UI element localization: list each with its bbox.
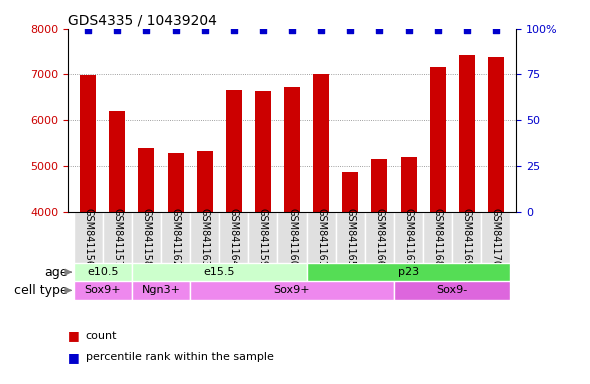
Text: Sox9+: Sox9+	[84, 285, 121, 295]
Text: GSM841166: GSM841166	[375, 208, 385, 267]
Text: Sox9-: Sox9-	[437, 285, 468, 295]
Text: Sox9+: Sox9+	[274, 285, 310, 295]
Text: GSM841163: GSM841163	[199, 208, 209, 267]
Text: GSM841169: GSM841169	[462, 208, 472, 267]
FancyBboxPatch shape	[74, 212, 103, 263]
Text: percentile rank within the sample: percentile rank within the sample	[86, 352, 273, 362]
Point	[84, 26, 93, 33]
Point	[200, 26, 209, 33]
Bar	[80, 75, 96, 384]
Text: GSM841168: GSM841168	[432, 208, 442, 267]
Text: GSM841160: GSM841160	[287, 208, 297, 267]
Text: e15.5: e15.5	[204, 267, 235, 277]
FancyBboxPatch shape	[74, 281, 132, 300]
Text: cell type: cell type	[14, 284, 67, 297]
Text: ■: ■	[68, 329, 80, 343]
Bar	[488, 57, 504, 384]
FancyBboxPatch shape	[161, 212, 190, 263]
FancyBboxPatch shape	[190, 281, 394, 300]
FancyBboxPatch shape	[74, 263, 132, 281]
FancyBboxPatch shape	[132, 212, 161, 263]
FancyBboxPatch shape	[219, 212, 248, 263]
Bar	[168, 152, 183, 384]
Text: GSM841162: GSM841162	[171, 208, 181, 267]
FancyBboxPatch shape	[103, 212, 132, 263]
Text: count: count	[86, 331, 117, 341]
Point	[404, 26, 413, 33]
Bar	[109, 111, 125, 384]
Point	[491, 26, 500, 33]
FancyBboxPatch shape	[452, 212, 481, 263]
Point	[229, 26, 238, 33]
Text: GSM841164: GSM841164	[229, 208, 239, 267]
FancyBboxPatch shape	[394, 212, 423, 263]
Text: GSM841170: GSM841170	[491, 208, 501, 267]
Text: GSM841167: GSM841167	[404, 208, 414, 267]
Text: GSM841157: GSM841157	[112, 208, 122, 267]
Point	[316, 26, 326, 33]
FancyBboxPatch shape	[307, 212, 336, 263]
FancyBboxPatch shape	[394, 281, 510, 300]
Point	[462, 26, 471, 33]
Bar	[459, 55, 475, 384]
Text: GSM841165: GSM841165	[345, 208, 355, 267]
Bar	[342, 172, 358, 384]
Bar	[313, 74, 329, 384]
FancyBboxPatch shape	[248, 212, 277, 263]
Text: e10.5: e10.5	[87, 267, 119, 277]
Bar	[196, 151, 213, 384]
FancyBboxPatch shape	[365, 212, 394, 263]
Text: age: age	[44, 266, 67, 279]
Text: GSM841156: GSM841156	[83, 208, 93, 267]
Point	[287, 26, 297, 33]
Text: Ngn3+: Ngn3+	[142, 285, 181, 295]
FancyBboxPatch shape	[481, 212, 510, 263]
FancyBboxPatch shape	[132, 263, 307, 281]
Text: p23: p23	[398, 267, 419, 277]
Text: ■: ■	[68, 351, 80, 364]
Bar	[430, 67, 445, 384]
Text: GSM841161: GSM841161	[316, 208, 326, 267]
FancyBboxPatch shape	[307, 263, 510, 281]
Bar	[401, 157, 417, 384]
FancyBboxPatch shape	[132, 281, 190, 300]
Point	[346, 26, 355, 33]
Bar	[255, 91, 271, 384]
FancyBboxPatch shape	[277, 212, 307, 263]
Point	[113, 26, 122, 33]
Text: GDS4335 / 10439204: GDS4335 / 10439204	[68, 14, 217, 28]
FancyBboxPatch shape	[423, 212, 452, 263]
Bar	[284, 87, 300, 384]
FancyBboxPatch shape	[336, 212, 365, 263]
Point	[142, 26, 151, 33]
Bar	[139, 148, 155, 384]
Text: GSM841158: GSM841158	[142, 208, 152, 267]
Bar	[371, 159, 388, 384]
Point	[433, 26, 442, 33]
Bar	[226, 90, 242, 384]
Point	[375, 26, 384, 33]
Point	[171, 26, 181, 33]
Point	[258, 26, 268, 33]
Text: GSM841159: GSM841159	[258, 208, 268, 267]
FancyBboxPatch shape	[190, 212, 219, 263]
